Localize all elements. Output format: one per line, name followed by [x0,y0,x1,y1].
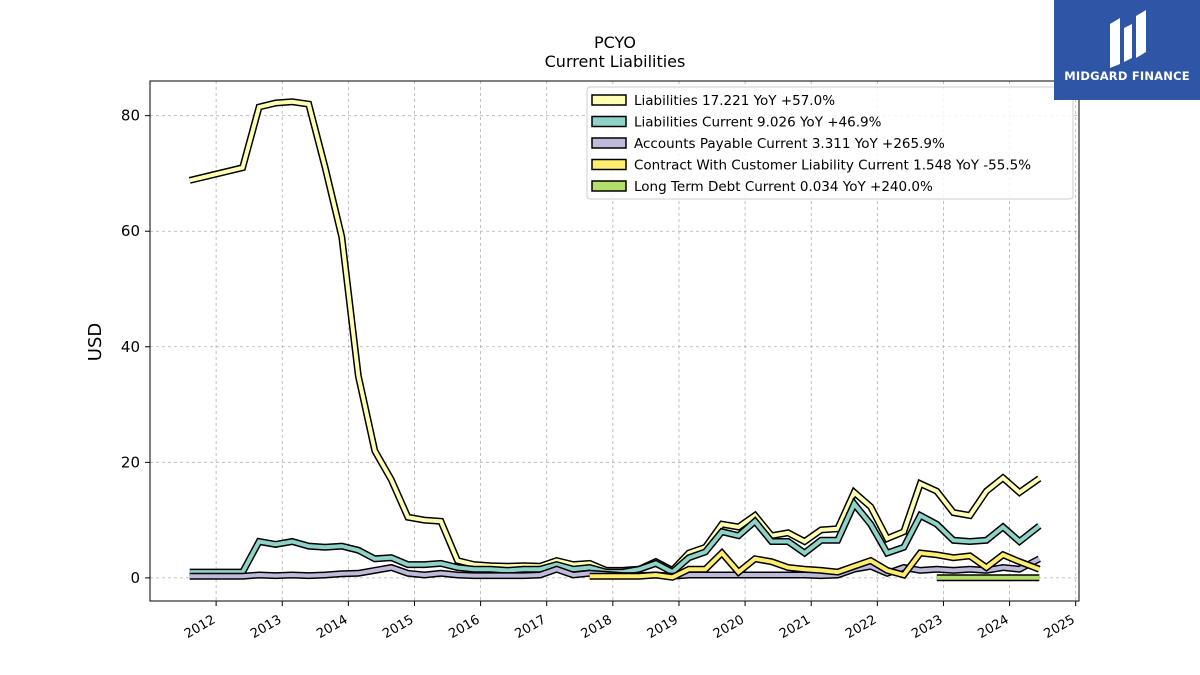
legend-swatch [591,94,627,106]
x-tick-label: 2016 [446,612,482,642]
series-line [589,550,1041,580]
series-contract-with-customer-liability-current [589,547,1041,581]
x-tick-label: 2017 [513,612,549,642]
x-tick-label: 2025 [1042,612,1078,642]
plot-frame [149,80,1080,602]
x-tick-label: 2019 [645,612,681,642]
x-tick-label: 2012 [182,612,218,642]
series-liabilities-current [189,497,1042,577]
x-tick-label: 2022 [843,612,879,642]
legend-entry: Long Term Debt Current 0.034 YoY +240.0% [634,179,933,195]
x-tick-label: 2021 [777,612,813,642]
series-line [189,500,1041,575]
x-axis-ticks: 2012 2013 2014 2015 2016 2017 2018 2019 2020 2021… [182,601,1078,642]
x-tick-label: 2013 [248,612,284,642]
x-tick-label: 2024 [975,612,1011,642]
logo-mark-icon [1110,10,1146,68]
y-axis-ticks: 0 20 40 60 80 [121,107,150,587]
series-lines [188,98,1042,582]
y-tick-label: 60 [121,222,140,240]
legend-entry: Accounts Payable Current 3.311 YoY +265.… [634,136,945,152]
x-tick-label: 2014 [314,612,350,642]
x-tick-label: 2018 [579,612,615,642]
logo-text: MIDGARD FINANCE [1064,69,1190,83]
legend: Liabilities 17.221 YoY +57.0% Liabilities… [586,86,1074,200]
x-tick-label: 2015 [380,612,416,642]
legend-box [586,86,1074,200]
chart-subtitle: Current Liabilities [545,52,686,71]
brand-logo: MIDGARD FINANCE [1054,0,1200,100]
legend-swatch [591,115,627,128]
legend-swatch [591,180,627,192]
legend-swatch [591,158,627,171]
legend-entry: Liabilities 17.221 YoY +57.0% [634,93,835,109]
x-tick-label: 2020 [711,612,747,642]
legend-entry: Contract With Customer Liability Current… [634,158,1031,174]
y-tick-label: 20 [121,453,140,471]
legend-swatch [591,137,627,149]
x-tick-label: 2023 [909,612,945,642]
y-tick-label: 0 [130,569,140,587]
chart-title: PCYO [594,33,636,52]
y-tick-label: 80 [121,107,140,125]
legend-entry: Liabilities Current 9.026 YoY +46.9% [634,115,882,131]
y-tick-label: 40 [121,338,140,356]
y-axis-label: USD [85,323,106,361]
